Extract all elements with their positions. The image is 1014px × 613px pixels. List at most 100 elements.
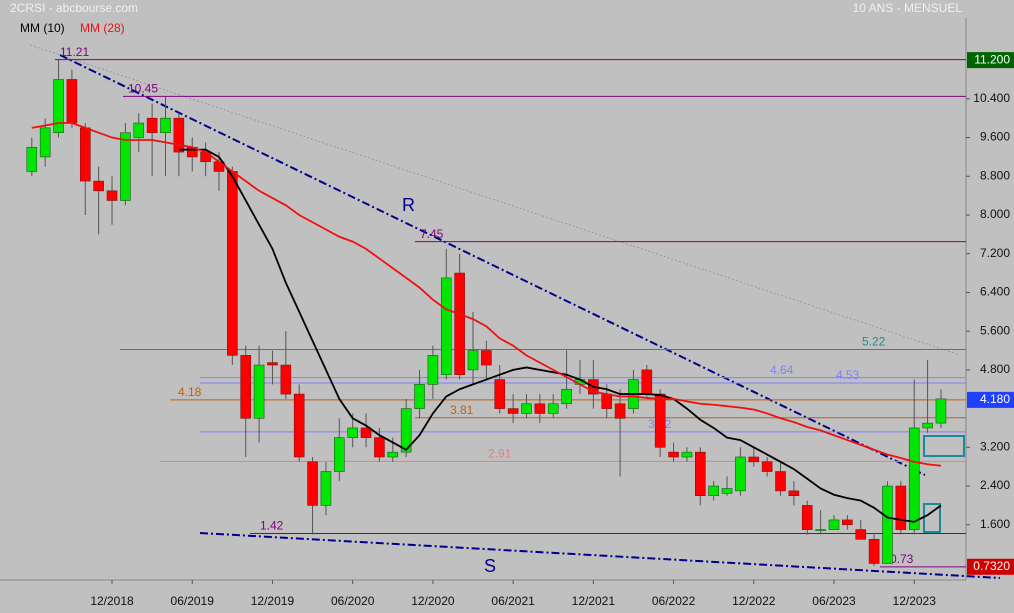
x-tick-label: 12/2019 <box>251 594 295 608</box>
y-tick-label: 9.600 <box>980 130 1010 144</box>
candle-body <box>39 127 51 158</box>
candle-body <box>467 350 479 371</box>
candle-body <box>868 538 880 564</box>
candle-body <box>400 408 412 453</box>
candle-body <box>93 180 104 192</box>
candle-body <box>908 427 920 530</box>
candle-body <box>160 117 171 134</box>
y-tick-label: 5.600 <box>980 323 1010 337</box>
legend-entry: MM (10) <box>20 21 65 35</box>
x-tick-label: 06/2022 <box>652 594 696 608</box>
price-marker <box>967 558 1014 575</box>
candle-body <box>253 364 265 419</box>
y-tick-label: 3.200 <box>980 439 1010 453</box>
candle-body <box>708 485 719 497</box>
y-tick-label: 8.000 <box>980 207 1010 221</box>
candle-body <box>694 451 706 497</box>
ma-line <box>31 122 942 467</box>
level-label: 1.42 <box>260 519 284 533</box>
candle-body <box>735 456 746 492</box>
candle-body <box>668 451 679 458</box>
candle-body <box>681 451 693 458</box>
y-tick-label: 8.800 <box>980 168 1010 182</box>
candle-body <box>320 471 332 506</box>
level-label: 3.81 <box>450 403 474 417</box>
candle-body <box>454 272 465 376</box>
y-tick-label: 10.400 <box>973 91 1010 105</box>
candle-body <box>26 146 38 172</box>
candle-body <box>106 190 118 201</box>
candle-body <box>427 355 439 385</box>
candle-body <box>614 403 626 419</box>
candle-body <box>721 488 733 494</box>
candle-body <box>641 369 653 395</box>
level-label: 5.22 <box>862 335 886 349</box>
candle-body <box>935 398 947 424</box>
candle-body <box>280 364 292 395</box>
x-tick-label: 12/2022 <box>732 594 776 608</box>
x-tick-label: 12/2020 <box>411 594 455 608</box>
level-label: 2.91 <box>488 447 512 461</box>
candle-body <box>494 379 506 409</box>
candle-body <box>882 485 893 564</box>
level-label: 4.18 <box>178 385 202 399</box>
candle-body <box>547 403 559 414</box>
x-tick-label: 06/2021 <box>491 594 535 608</box>
candle-body <box>561 388 572 405</box>
highlight-box <box>923 503 941 533</box>
candle-body <box>146 117 158 134</box>
y-tick-label: 1.600 <box>980 517 1010 531</box>
candle-body <box>788 490 800 497</box>
candle-body <box>347 427 358 438</box>
x-tick-label: 12/2023 <box>893 594 937 608</box>
candle-body <box>120 132 131 201</box>
candle-body <box>334 437 345 472</box>
candle-body <box>240 355 252 419</box>
candle-body <box>815 529 826 531</box>
price-marker-label: 11.200 <box>974 52 1010 66</box>
level-label: 0.73 <box>890 552 914 566</box>
candle-body <box>79 127 91 182</box>
candle-body <box>267 362 278 366</box>
y-tick-label: 6.400 <box>980 285 1010 299</box>
x-tick-label: 06/2023 <box>812 594 856 608</box>
candle-body <box>360 427 372 438</box>
price-marker-label: 0.7320 <box>973 559 1010 573</box>
candle-body <box>855 529 867 540</box>
candle-body <box>601 393 613 409</box>
candle-body <box>440 277 452 376</box>
price-marker-label: 4.180 <box>980 392 1010 406</box>
x-tick-label: 12/2021 <box>572 594 616 608</box>
annotation: R <box>402 195 415 215</box>
chart-subtitle: 10 ANS - MENSUEL <box>853 1 963 15</box>
level-label: 10.45 <box>128 82 158 96</box>
candle-body <box>507 408 519 414</box>
candle-body <box>307 461 318 506</box>
candle-body <box>387 451 399 458</box>
candle-body <box>922 422 933 429</box>
y-tick-label: 7.200 <box>980 246 1010 260</box>
legend-entry: MM (28) <box>80 21 125 35</box>
x-tick-label: 06/2020 <box>331 594 375 608</box>
resistance-line <box>59 54 926 476</box>
level-label: 4.53 <box>836 368 860 382</box>
highlight-box <box>923 435 965 457</box>
candle-body <box>133 122 145 138</box>
candle-body <box>748 456 760 463</box>
level-label: 11.21 <box>60 45 89 59</box>
annotation: S <box>484 556 496 576</box>
y-tick-label: 4.800 <box>980 362 1010 376</box>
candle-body <box>521 403 532 414</box>
trend-line <box>29 44 961 356</box>
candle-body <box>227 171 238 356</box>
candle-body <box>481 350 492 366</box>
support-line <box>199 532 1001 579</box>
candle-body <box>828 519 840 530</box>
x-tick-label: 06/2019 <box>171 594 215 608</box>
candle-body <box>293 393 305 458</box>
level-label: 7.45 <box>420 227 444 241</box>
candle-body <box>534 403 546 414</box>
candle-body <box>801 505 813 530</box>
